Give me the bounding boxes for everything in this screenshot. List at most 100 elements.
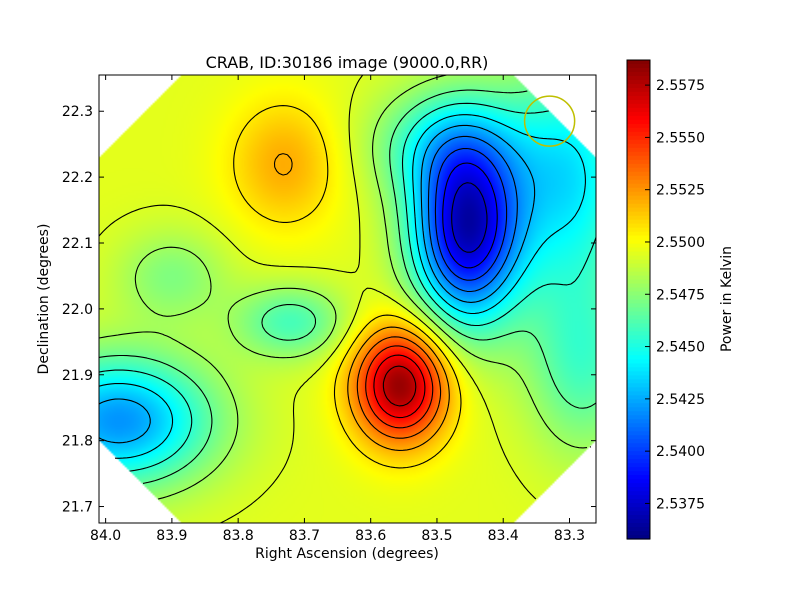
colorbar-strip — [627, 127, 650, 133]
colorbar-strip — [627, 167, 650, 173]
colorbar-strip — [627, 399, 650, 404]
colorbar-strip — [627, 523, 650, 528]
colorbar-strip — [627, 395, 650, 400]
colorbar-strip — [627, 175, 650, 181]
colorbar-strip — [627, 179, 650, 185]
colorbar-strip — [627, 291, 650, 297]
x-axis: 84.0 83.9 83.8 83.7 83.6 83.5 83.4 83.3 — [90, 75, 585, 544]
colorbar-strip — [627, 451, 650, 456]
colorbar-strip — [627, 479, 650, 484]
colorbar-strip — [627, 195, 650, 201]
contour-line-6 — [99, 102, 596, 472]
colorbar-strip — [627, 187, 650, 193]
colorbar-strip — [627, 443, 650, 448]
colorbar-strip — [627, 327, 650, 333]
colorbar-strip — [627, 519, 650, 524]
contour-line-3 — [427, 135, 518, 293]
colorbar-strip — [627, 103, 650, 109]
colorbar-strip — [627, 215, 650, 221]
colorbar-strip — [627, 347, 650, 352]
contour-line-8 — [99, 75, 592, 500]
colorbar-strip — [627, 251, 650, 257]
colorbar-strip — [627, 207, 650, 213]
colorbar-strip — [627, 423, 650, 428]
colorbar-strip — [627, 371, 650, 376]
colorbar-strip — [627, 279, 650, 285]
colorbar-strip — [627, 351, 650, 356]
colorbar-strip — [627, 431, 650, 436]
colorbar-strip — [627, 463, 650, 468]
colorbar-strip — [627, 471, 650, 476]
colorbar-strip — [627, 507, 650, 512]
colorbar-strip — [627, 60, 650, 65]
colorbar-strip — [627, 67, 650, 73]
colorbar-tick-label: 2.5475 — [656, 287, 705, 303]
colorbar-strip — [627, 87, 650, 93]
y-tick-label: 22.3 — [62, 104, 93, 120]
colorbar-strip — [627, 415, 650, 420]
colorbar-strip — [627, 79, 650, 85]
contour-line-4 — [99, 124, 536, 444]
colorbar-strip — [627, 267, 650, 273]
colorbar-strip — [627, 259, 650, 265]
colorbar-strip — [627, 315, 650, 321]
contour-line-13 — [365, 345, 434, 429]
x-tick-label: 83.5 — [421, 528, 452, 544]
colorbar-strip — [627, 91, 650, 97]
colorbar-strip — [627, 159, 650, 165]
colorbar-strip — [627, 407, 650, 412]
contour-line-12 — [356, 336, 442, 439]
colorbar-strip — [627, 343, 650, 348]
colorbar-strip — [627, 527, 650, 532]
colorbar-strip — [627, 163, 650, 169]
colorbar-strip — [627, 151, 650, 157]
y-axis: 21.7 21.8 21.9 22.0 22.1 22.2 22.3 — [62, 104, 596, 516]
contour-line-15 — [382, 365, 417, 407]
colorbar-strip — [627, 387, 650, 392]
colorbar-strip — [627, 335, 650, 341]
colorbar-strip — [627, 283, 650, 289]
x-tick-label: 83.7 — [289, 528, 320, 544]
colorbar-strip — [627, 359, 650, 364]
colorbar-strip — [627, 75, 650, 81]
colorbar-frame — [626, 59, 651, 540]
colorbar-strip — [627, 435, 650, 440]
colorbar-strip — [627, 299, 650, 305]
x-tick-label: 83.6 — [355, 528, 386, 544]
y-tick-label: 21.7 — [62, 500, 93, 516]
colorbar-strip — [627, 487, 650, 492]
colorbar-strip — [627, 239, 650, 245]
colorbar-strip — [627, 203, 650, 209]
colorbar-strip — [627, 411, 650, 416]
colorbar-tick-label: 2.5375 — [656, 496, 705, 512]
colorbar-strip — [627, 131, 650, 137]
colorbar-tick-label: 2.5500 — [656, 235, 705, 251]
colorbar-label: Power in Kelvin — [719, 246, 735, 352]
colorbar-strip — [627, 119, 650, 125]
plot-area — [99, 75, 596, 523]
heatmap-image — [99, 75, 596, 523]
contour-line-7 — [99, 89, 596, 484]
colorbar-strip — [627, 255, 650, 261]
colorbar-strip — [627, 375, 650, 380]
colorbar-strip — [627, 311, 650, 317]
colorbar-strip — [627, 183, 650, 189]
colorbar-strip — [627, 331, 650, 337]
colorbar-strip — [627, 115, 650, 121]
x-tick-label: 83.8 — [223, 528, 254, 544]
colorbar-strip — [627, 383, 650, 388]
colorbar-strip — [627, 263, 650, 269]
colorbar-tick-label: 2.5425 — [656, 392, 705, 408]
colorbar-strip — [627, 247, 650, 253]
colorbar-strip — [627, 147, 650, 153]
colorbar-strip — [627, 367, 650, 372]
colorbar-strip — [627, 223, 650, 229]
colorbar-tick-label: 2.5450 — [656, 340, 705, 356]
contour-line-2 — [434, 147, 508, 281]
contour-line-1 — [442, 162, 498, 269]
colorbar-strip — [627, 531, 650, 536]
colorbar-strip — [627, 171, 650, 177]
colorbar-strip — [627, 227, 650, 233]
x-tick-label: 84.0 — [90, 528, 121, 544]
contour-line-5 — [99, 114, 586, 459]
